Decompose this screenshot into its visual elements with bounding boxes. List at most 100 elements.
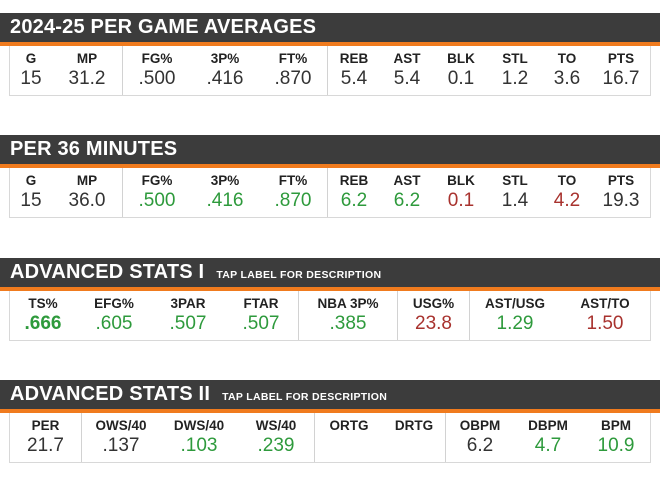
stat-3par[interactable]: 3PAR .507 bbox=[152, 291, 224, 340]
stat-label[interactable]: USG% bbox=[412, 296, 455, 311]
stat-label[interactable]: WS/40 bbox=[255, 418, 297, 433]
advanced1-stat-row: TS% .666 EFG% .605 3PAR .507 FTAR .507 N… bbox=[9, 291, 651, 341]
stat-blk: BLK 0.1 bbox=[434, 46, 488, 95]
stat-bpm[interactable]: BPM 10.9 bbox=[582, 413, 650, 462]
stat-ows-40[interactable]: OWS/40 .137 bbox=[82, 413, 160, 462]
stat-label[interactable]: ORTG bbox=[329, 418, 369, 433]
stat-value: .239 bbox=[257, 435, 295, 456]
stat-pts: PTS 16.7 bbox=[592, 46, 650, 95]
stat-value: .137 bbox=[102, 435, 140, 456]
advanced2-subtitle: TAP LABEL FOR DESCRIPTION bbox=[222, 390, 388, 403]
stat-label[interactable]: NBA 3P% bbox=[317, 296, 379, 311]
stat-reb: REB 6.2 bbox=[328, 168, 380, 217]
advanced1-subtitle: TAP LABEL FOR DESCRIPTION bbox=[216, 268, 382, 281]
stat-reb: REB 5.4 bbox=[328, 46, 380, 95]
stat-3p-pct: 3P% .416 bbox=[191, 46, 259, 95]
stat-value: .870 bbox=[274, 68, 312, 89]
stat-ast-usg[interactable]: AST/USG 1.29 bbox=[470, 291, 560, 340]
stat-value: .666 bbox=[24, 313, 62, 334]
advanced2-group-1: PER 21.7 bbox=[10, 413, 82, 462]
stat-label[interactable]: BPM bbox=[601, 418, 631, 433]
advanced2-stat-row: PER 21.7 OWS/40 .137 DWS/40 .103 WS/40 .… bbox=[9, 413, 651, 463]
stat-label[interactable]: TS% bbox=[28, 296, 58, 311]
stat-label[interactable]: AST/TO bbox=[580, 296, 630, 311]
advanced1-group-3: USG% 23.8 bbox=[398, 291, 470, 340]
stat-nba-3p-pct[interactable]: NBA 3P% .385 bbox=[299, 291, 397, 340]
stat-label[interactable]: OBPM bbox=[459, 418, 501, 433]
stat-label: G bbox=[25, 173, 37, 188]
stat-label: 3P% bbox=[210, 51, 240, 66]
stat-efg-pct[interactable]: EFG% .605 bbox=[76, 291, 152, 340]
advanced2-group-4: OBPM 6.2 DBPM 4.7 BPM 10.9 bbox=[446, 413, 650, 462]
stat-label: STL bbox=[502, 173, 528, 188]
stat-label[interactable]: DRTG bbox=[394, 418, 434, 433]
stat-label: BLK bbox=[447, 51, 475, 66]
per36-group-2: FG% .500 3P% .416 FT% .870 bbox=[123, 168, 328, 217]
stat-ft-pct: FT% .870 bbox=[259, 168, 327, 217]
stat-value: .500 bbox=[138, 190, 176, 211]
stat-ast-to[interactable]: AST/TO 1.50 bbox=[560, 291, 650, 340]
stat-usg-pct[interactable]: USG% 23.8 bbox=[398, 291, 469, 340]
per-game-group-3: REB 5.4 AST 5.4 BLK 0.1 STL 1.2 TO 3.6 P… bbox=[328, 46, 650, 95]
stat-obpm[interactable]: OBPM 6.2 bbox=[446, 413, 514, 462]
stat-ftar[interactable]: FTAR .507 bbox=[224, 291, 298, 340]
stat-value: 6.2 bbox=[466, 435, 494, 456]
stat-label: PTS bbox=[607, 173, 635, 188]
stat-mp: MP 36.0 bbox=[52, 168, 122, 217]
stat-dws-40[interactable]: DWS/40 .103 bbox=[160, 413, 238, 462]
stat-label[interactable]: DBPM bbox=[528, 418, 568, 433]
stat-value: 5.4 bbox=[393, 68, 421, 89]
stat-dbpm[interactable]: DBPM 4.7 bbox=[514, 413, 582, 462]
stat-mp: MP 31.2 bbox=[52, 46, 122, 95]
stat-value: .507 bbox=[169, 313, 207, 334]
stat-label[interactable]: DWS/40 bbox=[173, 418, 225, 433]
stat-label: PTS bbox=[607, 51, 635, 66]
stat-blk: BLK 0.1 bbox=[434, 168, 488, 217]
per-game-title: 2024-25 PER GAME AVERAGES bbox=[10, 16, 317, 38]
stat-value: 4.7 bbox=[534, 435, 562, 456]
stat-label[interactable]: EFG% bbox=[94, 296, 134, 311]
stat-label: TO bbox=[557, 51, 577, 66]
stat-stl: STL 1.4 bbox=[488, 168, 542, 217]
stat-3p-pct: 3P% .416 bbox=[191, 168, 259, 217]
stat-ws-40[interactable]: WS/40 .239 bbox=[238, 413, 314, 462]
stat-label: STL bbox=[502, 51, 528, 66]
stat-value: 0.1 bbox=[447, 190, 475, 211]
stat-value: 19.3 bbox=[602, 190, 640, 211]
stat-value: 16.7 bbox=[602, 68, 640, 89]
stat-label: FT% bbox=[278, 51, 308, 66]
stat-ortg[interactable]: ORTG bbox=[315, 413, 383, 462]
per-game-stat-row: G 15 MP 31.2 FG% .500 3P% .416 FT% .870 bbox=[9, 46, 651, 96]
stat-per[interactable]: PER 21.7 bbox=[10, 413, 81, 462]
stat-value: 31.2 bbox=[68, 68, 106, 89]
advanced1-group-4: AST/USG 1.29 AST/TO 1.50 bbox=[470, 291, 650, 340]
advanced2-group-2: OWS/40 .137 DWS/40 .103 WS/40 .239 bbox=[82, 413, 315, 462]
stat-g: G 15 bbox=[10, 168, 52, 217]
stat-label[interactable]: PER bbox=[31, 418, 60, 433]
stat-drtg[interactable]: DRTG bbox=[383, 413, 445, 462]
per36-stat-row: G 15 MP 36.0 FG% .500 3P% .416 FT% .870 bbox=[9, 168, 651, 218]
per36-title: PER 36 MINUTES bbox=[10, 138, 178, 160]
stat-value: 23.8 bbox=[415, 313, 452, 334]
advanced1-title: ADVANCED STATS I bbox=[10, 261, 205, 283]
stat-label: MP bbox=[76, 51, 98, 66]
advanced2-header: ADVANCED STATS II TAP LABEL FOR DESCRIPT… bbox=[0, 380, 660, 413]
advanced2-section: ADVANCED STATS II TAP LABEL FOR DESCRIPT… bbox=[0, 380, 660, 463]
stat-label[interactable]: 3PAR bbox=[170, 296, 206, 311]
stat-label: BLK bbox=[447, 173, 475, 188]
stat-g: G 15 bbox=[10, 46, 52, 95]
advanced2-group-3: ORTG DRTG bbox=[315, 413, 446, 462]
stat-ast: AST 5.4 bbox=[380, 46, 434, 95]
stat-label[interactable]: FTAR bbox=[243, 296, 279, 311]
stat-ft-pct: FT% .870 bbox=[259, 46, 327, 95]
stat-ts-pct[interactable]: TS% .666 bbox=[10, 291, 76, 340]
stat-label: REB bbox=[339, 173, 369, 188]
stat-label: TO bbox=[557, 173, 577, 188]
stat-label: G bbox=[25, 51, 37, 66]
stat-to: TO 3.6 bbox=[542, 46, 592, 95]
stat-label: FT% bbox=[278, 173, 308, 188]
per-game-group-2: FG% .500 3P% .416 FT% .870 bbox=[123, 46, 328, 95]
stat-pts: PTS 19.3 bbox=[592, 168, 650, 217]
stat-label[interactable]: AST/USG bbox=[484, 296, 545, 311]
stat-label[interactable]: OWS/40 bbox=[95, 418, 147, 433]
